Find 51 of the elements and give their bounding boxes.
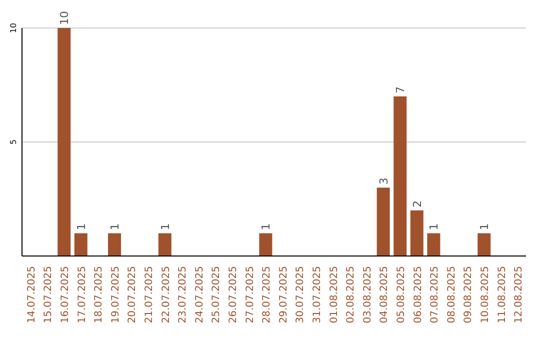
x-tick-label: 30.07.2025: [295, 266, 306, 324]
x-tick-label: 15.07.2025: [43, 266, 54, 324]
x-tick-label: 03.08.2025: [362, 266, 374, 324]
data-label: 1: [74, 223, 88, 230]
x-tick-label: 02.08.2025: [346, 266, 357, 324]
data-label: 2: [410, 200, 424, 208]
x-tick-label: 11.08.2025: [496, 266, 508, 324]
x-tick-label: 05.08.2025: [396, 266, 407, 324]
x-tick-label: 20.07.2025: [127, 266, 138, 324]
x-tick-label: 04.08.2025: [379, 266, 390, 324]
data-label: 10: [58, 11, 72, 25]
bar: [259, 233, 272, 256]
x-tick-label: 09.08.2025: [463, 266, 474, 324]
data-label: 1: [428, 223, 441, 230]
x-tick-label: 24.07.2025: [194, 266, 206, 324]
x-tick-label: 28.07.2025: [262, 266, 273, 324]
x-tick-label: 23.07.2025: [178, 266, 189, 324]
data-label: 1: [478, 223, 492, 230]
bar: [58, 28, 71, 256]
bar: [74, 233, 88, 256]
data-label: 7: [394, 86, 408, 94]
data-label: 1: [158, 223, 172, 230]
data-label: 3: [377, 178, 390, 185]
x-tick-label: 27.07.2025: [244, 266, 256, 324]
x-tick-label: 10.08.2025: [480, 266, 491, 324]
x-tick-label: 26.07.2025: [228, 266, 239, 324]
x-tick-label: 18.07.2025: [94, 266, 105, 324]
x-tick-label: 14.07.2025: [26, 266, 38, 324]
bar: [478, 233, 491, 256]
x-tick-label: 22.07.2025: [160, 266, 172, 324]
bar: [376, 188, 390, 256]
x-tick-label: 12.08.2025: [514, 266, 525, 324]
x-tick-label: 16.07.2025: [60, 266, 71, 324]
x-tick-label: 01.08.2025: [328, 266, 340, 324]
x-tick-label: 08.08.2025: [446, 266, 458, 324]
x-tick-label: 21.07.2025: [144, 266, 155, 324]
bar: [410, 210, 424, 256]
x-tick-label: 07.08.2025: [430, 266, 441, 324]
x-tick-label: 06.08.2025: [412, 266, 424, 324]
x-tick-label: 17.07.2025: [76, 266, 88, 324]
x-tick-label: 31.07.2025: [312, 266, 323, 324]
x-tick-label: 25.07.2025: [211, 266, 222, 324]
data-label: 1: [108, 223, 122, 230]
x-tick-label: 19.07.2025: [110, 266, 122, 324]
x-tick-label: 29.07.2025: [278, 266, 290, 324]
bar: [394, 96, 407, 256]
bar: [158, 233, 172, 256]
data-label: 1: [260, 223, 273, 230]
y-tick-label: 5: [9, 139, 18, 145]
bar: [427, 233, 440, 256]
bar: [108, 233, 121, 256]
